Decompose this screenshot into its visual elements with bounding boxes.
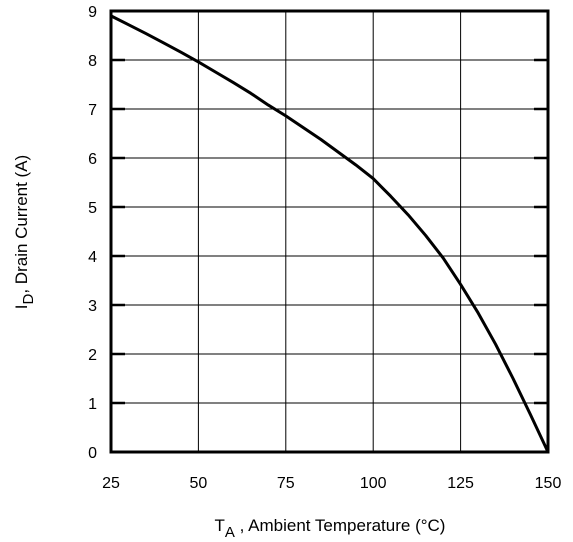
y-axis-title-rest: , Drain Current (A) [12, 155, 31, 294]
plot-frame [109, 9, 550, 454]
y-tick-label: 7 [88, 102, 97, 119]
x-axis-title-rest: , Ambient Temperature (°C) [235, 516, 446, 535]
y-tick-label: 5 [88, 200, 97, 217]
y-tick-label: 9 [88, 4, 97, 21]
y-axis-title: ID, Drain Current (A) [12, 155, 37, 309]
y-tick-labels: 0 1 2 3 4 5 6 7 8 9 [88, 4, 97, 462]
y-tick-label: 0 [88, 445, 97, 462]
grid [111, 11, 548, 452]
y-axis-title-subscript: D [20, 293, 37, 304]
drain-current-curve [110, 14, 550, 453]
y-axis-title-main: I [12, 304, 31, 309]
x-tick-label: 150 [535, 475, 562, 492]
y-tick-label: 1 [88, 396, 97, 413]
y-tick-label: 3 [88, 298, 97, 315]
x-tick-label: 125 [447, 475, 474, 492]
y-tick-label: 4 [88, 249, 97, 266]
x-tick-label: 75 [277, 475, 295, 492]
x-tick-label: 25 [102, 475, 120, 492]
x-tick-label: 50 [190, 475, 208, 492]
x-axis-title-subscript: A [225, 524, 235, 541]
y-tick-label: 6 [88, 151, 97, 168]
ticks [111, 58, 548, 405]
x-tick-labels: 25 50 75 100 125 150 [102, 475, 561, 492]
x-axis-title: TA , Ambient Temperature (°C) [215, 516, 446, 541]
y-tick-label: 2 [88, 347, 97, 364]
x-tick-label: 100 [360, 475, 387, 492]
x-axis-title-main: T [215, 516, 225, 535]
y-tick-label: 8 [88, 53, 97, 70]
